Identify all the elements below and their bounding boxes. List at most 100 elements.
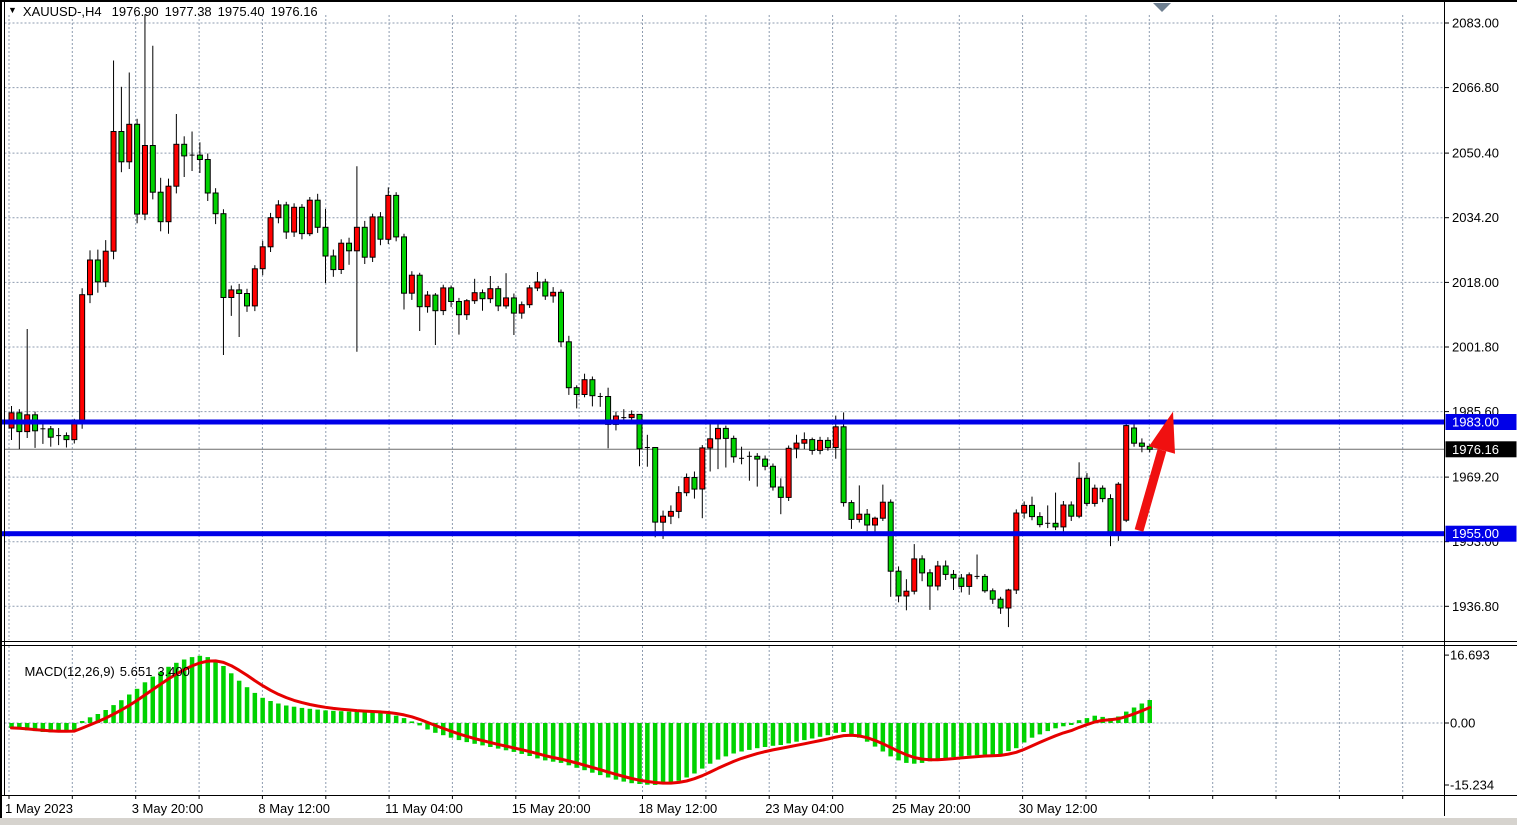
ohlc-low: 1975.40 [217, 3, 265, 19]
candle [879, 501, 886, 519]
candle [157, 191, 164, 223]
candle [840, 426, 847, 504]
candle [872, 517, 878, 526]
candle [1076, 477, 1083, 517]
candle [683, 477, 690, 494]
candle [275, 204, 282, 219]
candle [71, 423, 78, 441]
candle [118, 131, 125, 163]
candle [385, 194, 392, 240]
candle [864, 513, 871, 526]
candle [401, 236, 407, 294]
candle [298, 206, 305, 235]
panel-borders [0, 2, 1517, 796]
candle [769, 465, 776, 488]
macd-indicator-label: MACD(12,26,9) 5.651 3.400 [10, 649, 195, 694]
candle [487, 288, 494, 300]
candle [361, 226, 368, 258]
time-label: 30 May 12:00 [1019, 801, 1098, 816]
svg-text:16.693: 16.693 [1450, 648, 1490, 663]
candle [542, 281, 549, 297]
svg-text:1969.20: 1969.20 [1452, 470, 1499, 485]
candle [338, 242, 345, 270]
candle [448, 287, 455, 302]
candle [715, 427, 721, 440]
candle [314, 199, 321, 228]
candle [369, 216, 376, 258]
window-top-border [0, 0, 1517, 2]
candle [1099, 487, 1106, 500]
candle [691, 477, 698, 490]
hline-1955.00[interactable] [0, 531, 1445, 537]
svg-text:0.00: 0.00 [1450, 716, 1475, 731]
candle [534, 281, 541, 289]
time-label: 3 May 20:00 [132, 801, 204, 816]
candles [8, 14, 1153, 628]
svg-text:1983.00: 1983.00 [1452, 415, 1499, 430]
candle [63, 435, 70, 441]
candle [181, 143, 188, 157]
hline-1983.00[interactable] [0, 419, 1445, 425]
price-axis[interactable]: 2083.00 2066.80 2050.40 2034.20 2018.00 2001.… [1444, 16, 1517, 793]
trend-arrow[interactable] [1134, 411, 1175, 532]
candle [919, 558, 926, 574]
candle [1107, 498, 1114, 534]
candle [565, 341, 572, 389]
candle [989, 590, 996, 600]
candle [754, 455, 761, 460]
candle [408, 274, 415, 294]
candle [94, 259, 101, 283]
candle [110, 131, 117, 252]
candle [824, 439, 831, 449]
svg-text:2050.40: 2050.40 [1452, 146, 1499, 161]
svg-text:2034.20: 2034.20 [1452, 210, 1499, 225]
candle [503, 297, 510, 307]
svg-text:1976.16: 1976.16 [1452, 442, 1499, 457]
candle [424, 294, 431, 308]
candle [699, 447, 706, 490]
svg-text:2018.00: 2018.00 [1452, 275, 1499, 290]
candle [165, 185, 172, 223]
time-axis[interactable]: 1 May 2023 3 May 20:00 8 May 12:00 11 May 0… [5, 795, 1404, 816]
candle [479, 292, 486, 300]
candle [346, 242, 353, 252]
candle [1068, 504, 1075, 517]
candle [87, 259, 93, 296]
candle [675, 492, 682, 512]
time-label: 8 May 12:00 [258, 801, 330, 816]
ohlc-high: 1977.38 [164, 3, 212, 19]
candle [1005, 589, 1012, 609]
candle [581, 379, 588, 396]
candle [1060, 504, 1067, 528]
svg-text:1955.00: 1955.00 [1452, 526, 1499, 541]
candle [518, 304, 525, 314]
candle [432, 294, 439, 312]
candle [848, 502, 855, 520]
time-label: 18 May 12:00 [639, 801, 718, 816]
candle [793, 442, 800, 449]
chart-shift-marker-icon[interactable] [1153, 3, 1171, 12]
candle [573, 387, 580, 396]
candle [1138, 442, 1145, 447]
candle [777, 486, 784, 498]
candle [997, 598, 1004, 609]
candle [895, 570, 902, 597]
candle [1123, 425, 1130, 521]
candle [660, 515, 667, 523]
candle [801, 439, 808, 444]
time-label: 11 May 04:00 [385, 801, 463, 816]
candle [212, 192, 219, 215]
svg-text:2001.80: 2001.80 [1452, 340, 1499, 355]
candle [950, 573, 957, 579]
candle [463, 300, 470, 316]
candle [817, 439, 824, 451]
candle [47, 428, 54, 438]
candle [353, 226, 360, 252]
candle [1131, 427, 1138, 444]
candle [636, 413, 643, 450]
collapse-triangle-icon[interactable]: ▼ [8, 5, 17, 15]
candle [1029, 504, 1035, 518]
candle [322, 226, 329, 257]
